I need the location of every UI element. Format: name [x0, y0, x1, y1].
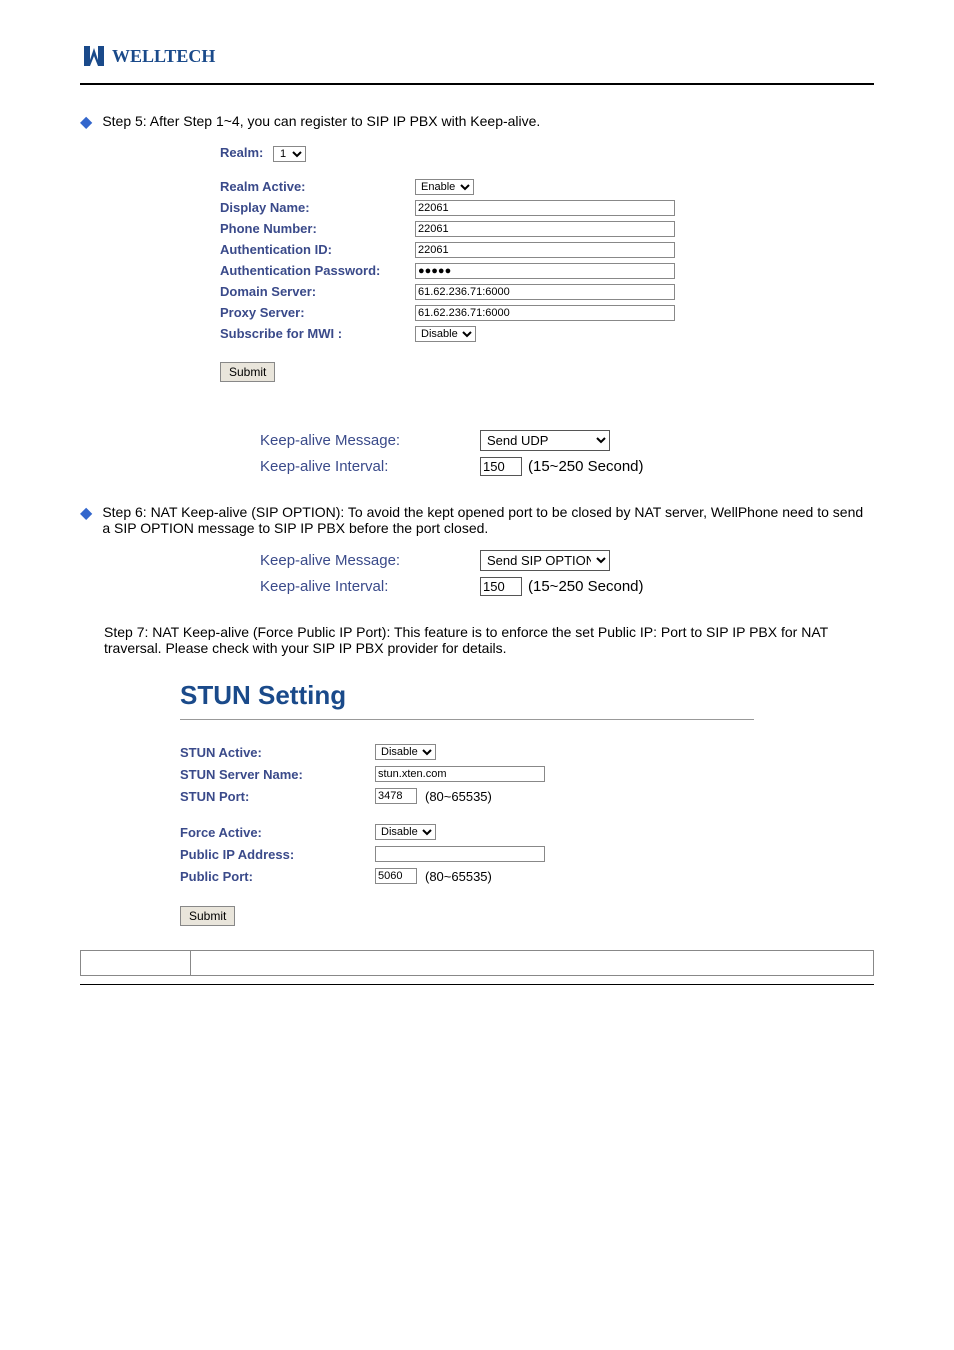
step6-text: Step 6: NAT Keep-alive (SIP OPTION): To … [102, 504, 874, 536]
step7-text: Step 7: NAT Keep-alive (Force Public IP … [104, 624, 874, 656]
auth-pw-input[interactable] [415, 263, 675, 279]
step6-bullet: ◆ Step 6: NAT Keep-alive (SIP OPTION): T… [80, 504, 874, 536]
ka1-interval-range: (15~250 Second) [528, 458, 644, 475]
public-ip-label: Public IP Address: [180, 847, 375, 862]
stun-port-input[interactable] [375, 788, 417, 804]
realm-label: Realm: [220, 145, 263, 160]
ka1-msg-label: Keep-alive Message: [260, 432, 480, 449]
ka1-interval-input[interactable] [480, 457, 522, 476]
force-active-select[interactable]: Disable [375, 824, 436, 840]
stun-panel: STUN Setting STUN Active: Disable STUN S… [180, 680, 754, 926]
ka2-interval-input[interactable] [480, 577, 522, 596]
phone-number-label: Phone Number: [220, 221, 415, 236]
force-active-label: Force Active: [180, 825, 375, 840]
realm-active-label: Realm Active: [220, 179, 415, 194]
display-name-label: Display Name: [220, 200, 415, 215]
ka1-msg-select[interactable]: Send UDP [480, 430, 610, 451]
phone-number-input[interactable] [415, 221, 675, 237]
public-port-range: (80~65535) [425, 869, 492, 884]
stun-server-label: STUN Server Name: [180, 767, 375, 782]
step5-text: Step 5: After Step 1~4, you can register… [102, 113, 540, 129]
realm-active-select[interactable]: Enable [415, 179, 474, 195]
public-port-input[interactable] [375, 868, 417, 884]
realm-select[interactable]: 1 [273, 146, 306, 162]
ka2-msg-label: Keep-alive Message: [260, 552, 480, 569]
footer-box [80, 950, 874, 976]
ka2-interval-range: (15~250 Second) [528, 578, 644, 595]
diamond-icon: ◆ [80, 506, 92, 522]
stun-port-range: (80~65535) [425, 789, 492, 804]
domain-input[interactable] [415, 284, 675, 300]
welltech-logo: WELLTECH [80, 40, 260, 72]
ka1-interval-label: Keep-alive Interval: [260, 458, 480, 475]
step5-bullet: ◆ Step 5: After Step 1~4, you can regist… [80, 113, 874, 131]
proxy-label: Proxy Server: [220, 305, 415, 320]
auth-pw-label: Authentication Password: [220, 263, 415, 278]
auth-id-input[interactable] [415, 242, 675, 258]
stun-server-input[interactable] [375, 766, 545, 782]
stun-active-select[interactable]: Disable [375, 744, 436, 760]
logo: WELLTECH [80, 40, 874, 75]
mwi-label: Subscribe for MWI : [220, 326, 415, 341]
public-ip-input[interactable] [375, 846, 545, 862]
proxy-input[interactable] [415, 305, 675, 321]
submit-button-1[interactable]: Submit [220, 362, 275, 382]
service-domain-panel: Realm: 1 Realm Active: Enable Display Na… [220, 145, 794, 382]
bottom-divider [80, 984, 874, 985]
public-port-label: Public Port: [180, 869, 375, 884]
stun-active-label: STUN Active: [180, 745, 375, 760]
keepalive1-panel: Keep-alive Message: Send UDP Keep-alive … [260, 430, 754, 476]
svg-text:WELLTECH: WELLTECH [112, 46, 215, 66]
top-divider [80, 83, 874, 85]
stun-divider [180, 719, 754, 720]
auth-id-label: Authentication ID: [220, 242, 415, 257]
display-name-input[interactable] [415, 200, 675, 216]
ka2-interval-label: Keep-alive Interval: [260, 578, 480, 595]
keepalive2-panel: Keep-alive Message: Send SIP OPTION Keep… [260, 550, 754, 596]
mwi-select[interactable]: Disable [415, 326, 476, 342]
ka2-msg-select[interactable]: Send SIP OPTION [480, 550, 610, 571]
domain-label: Domain Server: [220, 284, 415, 299]
stun-title: STUN Setting [180, 680, 754, 711]
stun-port-label: STUN Port: [180, 789, 375, 804]
realm-row: Realm: 1 [220, 145, 794, 162]
diamond-icon: ◆ [80, 115, 92, 131]
submit-button-2[interactable]: Submit [180, 906, 235, 926]
